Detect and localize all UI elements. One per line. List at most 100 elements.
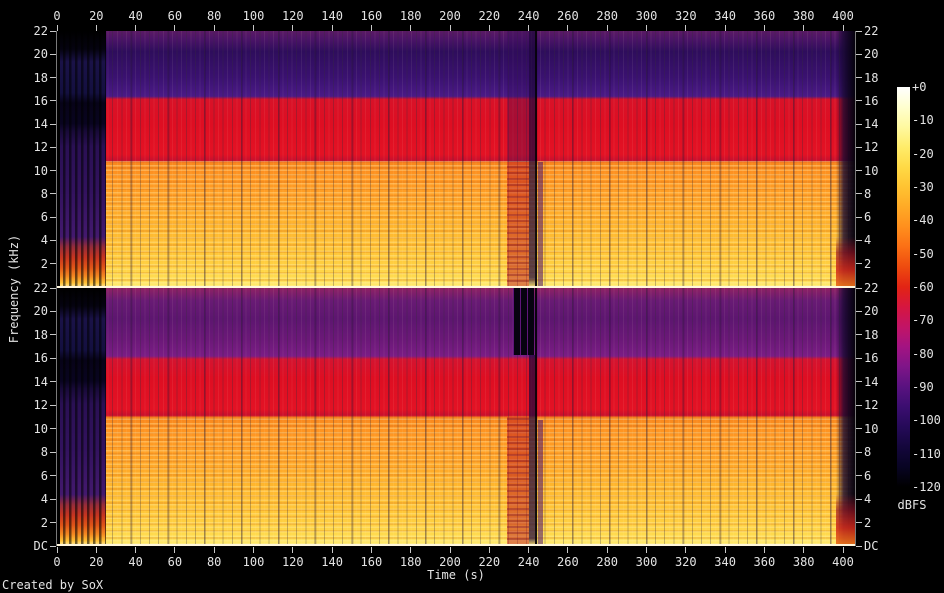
time-tick-bottom: [292, 547, 294, 553]
freq-tick-right: [856, 123, 862, 125]
freq-tick-label-right: 10: [864, 163, 879, 178]
freq-tick-label-right: 4: [864, 492, 872, 507]
time-tick-top: [292, 25, 294, 31]
colorbar-tick-label: -120: [912, 480, 941, 494]
time-tick-top: [763, 25, 765, 31]
freq-tick-right: [856, 263, 862, 265]
freq-tick-label-left: 8: [40, 445, 48, 460]
colorbar-tick-label: +0: [912, 80, 927, 94]
colorbar-tick-label: -80: [912, 346, 934, 361]
time-tick-label-bottom: 60: [167, 555, 183, 569]
time-tick-label-top: 20: [89, 9, 104, 23]
spectrogram-channel-2: [57, 288, 855, 546]
freq-tick-label-right: 16: [864, 93, 879, 108]
freq-tick-label-right: DC: [864, 539, 879, 553]
freq-tick-left: [50, 475, 56, 477]
time-tick-top: [724, 25, 726, 31]
freq-tick-left: [50, 522, 56, 524]
time-tick-bottom: [488, 547, 490, 553]
time-tick-label-bottom: 200: [439, 555, 461, 569]
time-tick-label-top: 280: [596, 9, 619, 23]
freq-tick-right: [856, 334, 862, 336]
time-tick-label-top: 380: [792, 9, 815, 23]
freq-tick-left: [50, 287, 56, 289]
freq-tick-label-right: 18: [864, 327, 879, 342]
freq-tick-label-left: 2: [40, 515, 48, 530]
time-tick-label-bottom: 400: [832, 555, 854, 569]
freq-tick-label-right: 6: [864, 468, 872, 483]
time-tick-bottom: [606, 547, 608, 553]
freq-tick-label-left: 12: [33, 398, 48, 413]
freq-tick-left: [50, 170, 56, 172]
freq-tick-label-left: 6: [40, 468, 48, 483]
freq-tick-left: [50, 428, 56, 430]
time-tick-bottom: [842, 547, 844, 553]
freq-tick-label-right: 16: [864, 351, 879, 366]
time-tick-label-top: 0: [53, 9, 61, 23]
time-tick-label-top: 240: [517, 9, 540, 23]
time-tick-label-top: 160: [360, 9, 383, 23]
freq-tick-right: [856, 428, 862, 430]
time-tick-top: [528, 25, 530, 31]
time-tick-label-bottom: 300: [635, 555, 658, 569]
time-tick-top: [842, 25, 844, 31]
freq-tick-label-right: 20: [864, 304, 879, 319]
time-tick-label-bottom: 20: [89, 555, 104, 569]
time-tick-label-top: 40: [128, 9, 143, 23]
footer-credit: Created by SoX: [2, 578, 104, 592]
time-tick-label-bottom: 380: [792, 555, 815, 569]
time-tick-label-top: 100: [242, 9, 265, 23]
colorbar-tick-label: -110: [912, 446, 941, 461]
freq-tick-right: [856, 287, 862, 289]
time-tick-bottom: [803, 547, 805, 553]
fade-out: [836, 288, 855, 546]
time-tick-top: [449, 25, 451, 31]
freq-tick-label-right: 6: [864, 210, 872, 225]
freq-tick-left: [50, 239, 56, 241]
freq-tick-label-left: 10: [33, 421, 48, 436]
freq-tick-label-left: 14: [33, 374, 48, 389]
freq-tick-right: [856, 77, 862, 79]
time-tick-label-bottom: 80: [206, 555, 222, 569]
time-tick-bottom: [567, 547, 569, 553]
time-tick-bottom: [410, 547, 412, 553]
time-tick-top: [370, 25, 372, 31]
colorbar: [897, 87, 910, 487]
time-tick-bottom: [685, 547, 687, 553]
time-tick-label-bottom: 140: [321, 555, 343, 569]
freq-tick-label-left: 8: [40, 186, 48, 201]
time-tick-top: [135, 25, 137, 31]
time-tick-label-bottom: 160: [360, 555, 383, 569]
freq-tick-label-right: 8: [864, 186, 872, 201]
colorbar-tick-label: -90: [912, 380, 934, 394]
time-tick-label-bottom: 340: [714, 555, 736, 569]
right-axis-line: [855, 31, 856, 546]
freq-tick-label-left: 4: [40, 233, 48, 248]
freq-tick-left: [50, 30, 56, 32]
time-tick-bottom: [56, 547, 58, 553]
freq-tick-label-right: 2: [864, 256, 872, 271]
freq-tick-label-right: 22: [864, 24, 879, 38]
time-tick-label-bottom: 120: [281, 555, 304, 569]
time-tick-label-top: 260: [557, 9, 579, 23]
break-dark-column: [529, 31, 535, 288]
colorbar-title: dBFS: [897, 498, 927, 512]
time-tick-label-bottom: 220: [478, 555, 501, 569]
time-tick-top: [56, 25, 58, 31]
break-low-dim: [507, 417, 529, 546]
time-tick-label-bottom: 320: [674, 555, 697, 569]
time-tick-label-top: 140: [321, 9, 343, 23]
time-tick-label-top: 320: [674, 9, 697, 23]
time-tick-bottom: [724, 547, 726, 553]
colorbar-tick-label: -20: [912, 146, 934, 161]
dc-line: [57, 286, 855, 288]
time-tick-top: [174, 25, 176, 31]
freq-tick-right: [856, 216, 862, 218]
freq-tick-label-left: 18: [33, 70, 48, 85]
left-axis-line: [56, 31, 57, 546]
freq-tick-label-left: 14: [33, 117, 48, 132]
freq-tick-right: [856, 522, 862, 524]
spectrogram-channel-1: [57, 31, 855, 288]
time-tick-bottom: [331, 547, 333, 553]
